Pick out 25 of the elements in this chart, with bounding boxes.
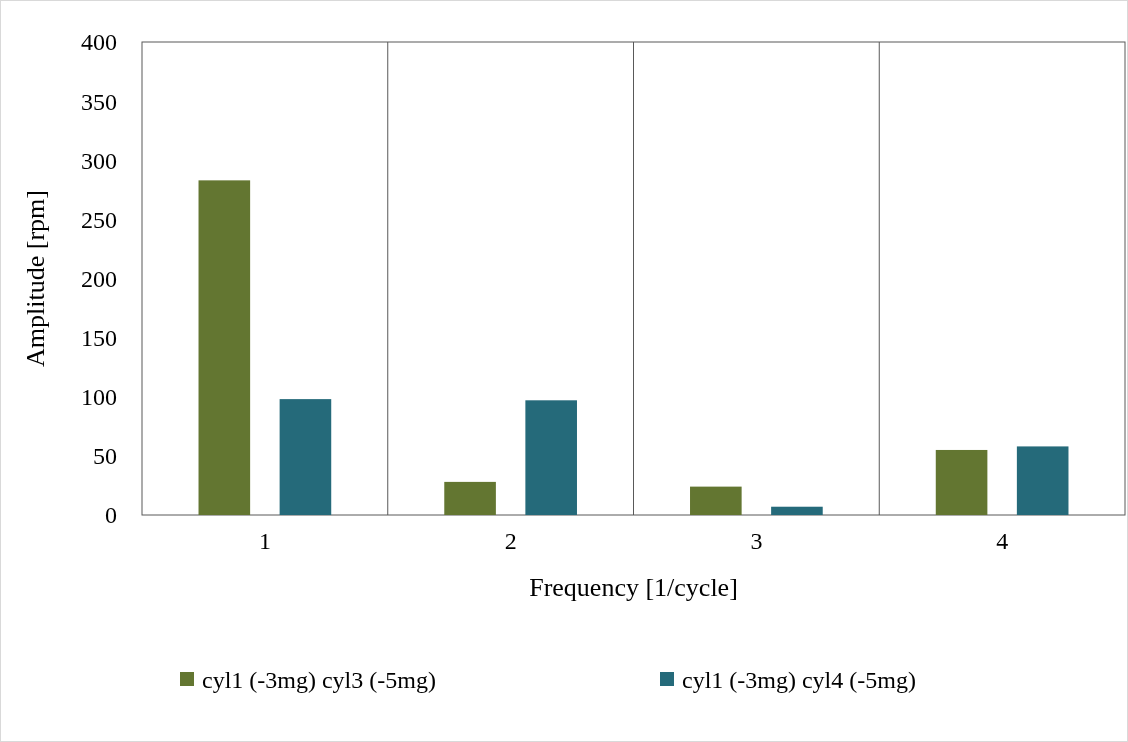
legend-label: cyl1 (-3mg) cyl3 (-5mg) bbox=[202, 667, 436, 694]
y-tick-label: 50 bbox=[93, 443, 117, 470]
bar bbox=[1016, 446, 1069, 515]
y-tick-label: 100 bbox=[81, 384, 117, 411]
bar bbox=[279, 399, 332, 515]
y-tick-label: 250 bbox=[81, 206, 117, 233]
bar bbox=[198, 180, 251, 515]
y-tick-label: 350 bbox=[81, 88, 117, 115]
x-tick-label: 2 bbox=[504, 528, 517, 554]
x-tick-label: 4 bbox=[996, 528, 1009, 554]
y-tick-label: 400 bbox=[81, 29, 117, 56]
bar bbox=[771, 506, 823, 515]
x-axis-title: Frequency [1/cycle] bbox=[529, 573, 738, 602]
bar bbox=[444, 481, 496, 515]
bar bbox=[935, 449, 988, 515]
legend-label: cyl1 (-3mg) cyl4 (-5mg) bbox=[682, 667, 916, 694]
x-tick-label: 1 bbox=[258, 528, 271, 554]
y-tick-label: 300 bbox=[81, 147, 117, 174]
bar bbox=[525, 400, 577, 515]
y-tick-label: 0 bbox=[105, 502, 117, 529]
bar bbox=[690, 486, 742, 515]
y-tick-label: 150 bbox=[81, 325, 117, 352]
y-axis-title: Amplitude [rpm] bbox=[21, 190, 50, 367]
y-tick-label: 200 bbox=[81, 265, 117, 292]
x-tick-label: 3 bbox=[750, 528, 763, 554]
